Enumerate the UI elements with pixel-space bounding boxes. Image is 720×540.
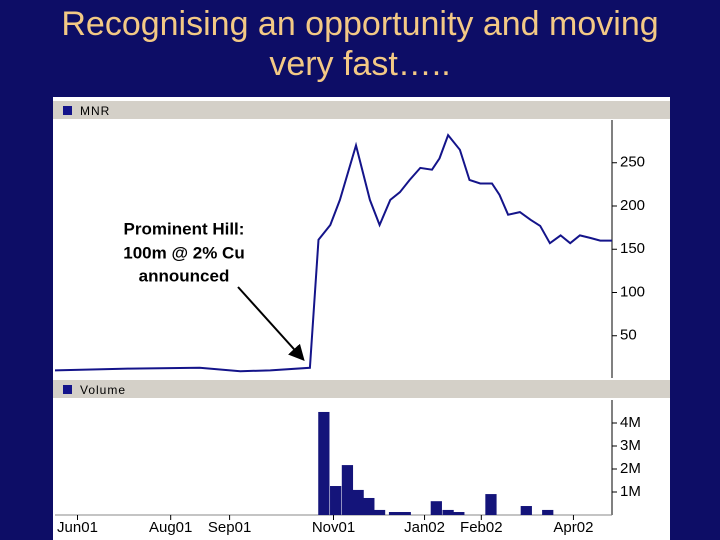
y-tick-label: 2M: [620, 460, 641, 477]
x-tick-label: Apr02: [553, 519, 593, 536]
legend-swatch: [63, 385, 72, 394]
x-tick-label: Feb02: [460, 519, 503, 536]
annotation: Prominent Hill:: [124, 219, 245, 238]
volume-bar: [388, 512, 401, 515]
annotation-arrow: [237, 286, 305, 361]
legend-swatch: [63, 106, 72, 115]
x-tick-label: Jun01: [57, 519, 98, 536]
volume-bar: [430, 501, 442, 515]
y-tick-label: 150: [620, 240, 645, 257]
y-tick-label: 3M: [620, 437, 641, 454]
title-line: very fast…..: [269, 45, 451, 83]
x-tick-label: Nov01: [312, 519, 355, 536]
y-tick-label: 250: [620, 154, 645, 171]
panel-header: [53, 380, 670, 398]
volume-bar: [453, 512, 465, 515]
x-tick-label: Jan02: [404, 519, 445, 536]
y-tick-label: 1M: [620, 483, 641, 500]
panel-title: MNR: [80, 104, 110, 118]
volume-bar: [318, 411, 330, 515]
y-tick-label: 200: [620, 197, 645, 214]
volume-bar: [330, 486, 342, 515]
volume-bar: [352, 489, 364, 515]
volume-bar: [442, 509, 454, 515]
volume-bar: [399, 512, 411, 515]
volume-bar: [373, 509, 386, 515]
y-tick-label: 50: [620, 327, 637, 344]
slide-title: Recognising an opportunity and moving ve…: [0, 4, 720, 84]
volume-bar: [542, 509, 554, 515]
price-line: [54, 133, 612, 373]
volume-bar: [341, 465, 354, 515]
panel-title: Volume: [80, 383, 126, 397]
y-tick-label: 4M: [620, 414, 641, 431]
annotation: 100m @ 2% Cu: [123, 243, 244, 262]
title-line: Recognising an opportunity and moving: [61, 5, 659, 43]
x-tick-label: Aug01: [149, 519, 192, 536]
volume-bar: [485, 494, 497, 515]
x-tick-label: Sep01: [208, 519, 251, 536]
volume-bar: [520, 506, 532, 515]
volume-bar: [363, 497, 375, 515]
y-tick-label: 100: [620, 283, 645, 300]
panel-header: [53, 101, 670, 119]
annotation: announced: [139, 266, 230, 285]
